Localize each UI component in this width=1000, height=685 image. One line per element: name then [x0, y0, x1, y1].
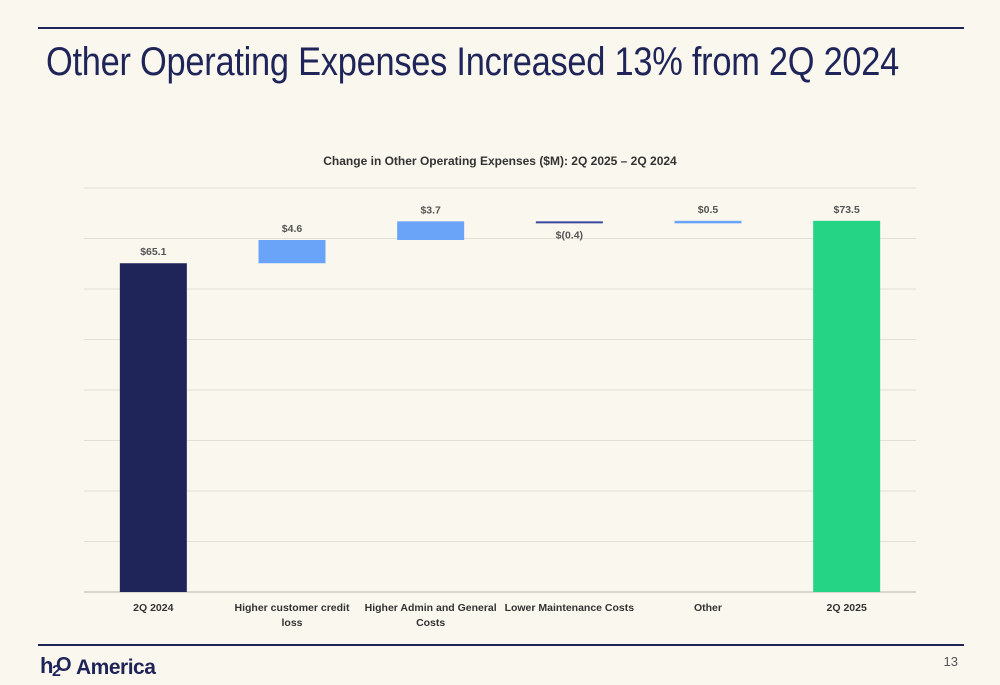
- bar: [674, 220, 742, 224]
- category-label: 2Q 2024: [133, 602, 173, 614]
- category-label: Higher Admin and General Costs: [365, 602, 497, 629]
- data-label: $(0.4): [556, 229, 583, 241]
- logo-text: America: [76, 656, 156, 679]
- bottom-rule: [38, 644, 964, 646]
- category-label: Higher customer credit loss: [235, 602, 350, 629]
- chart-title: Change in Other Operating Expenses ($M):…: [323, 154, 677, 168]
- category-label: Other: [694, 602, 722, 614]
- bar: [119, 263, 187, 592]
- data-label: $4.6: [282, 223, 303, 235]
- data-label: $73.5: [834, 204, 860, 216]
- waterfall-chart: $65.1 2Q 2024 $4.6 Higher customer credit lo…: [84, 187, 916, 629]
- category-label: Lower Maintenance Costs: [505, 602, 635, 614]
- logo-mark: h 2 O: [40, 653, 72, 680]
- page-number: 13: [943, 654, 958, 669]
- category-label: 2Q 2025: [827, 602, 867, 614]
- data-label: $65.1: [140, 246, 166, 258]
- top-rule: [38, 27, 964, 29]
- data-label: $0.5: [698, 204, 719, 216]
- h2o-america-logo: h 2 O America: [40, 653, 156, 681]
- data-label: $3.7: [420, 204, 441, 216]
- bar: [397, 221, 465, 241]
- slide-title: Other Operating Expenses Increased 13% f…: [46, 40, 900, 84]
- bar: [258, 240, 326, 264]
- bar: [535, 221, 603, 224]
- bar: [813, 220, 881, 592]
